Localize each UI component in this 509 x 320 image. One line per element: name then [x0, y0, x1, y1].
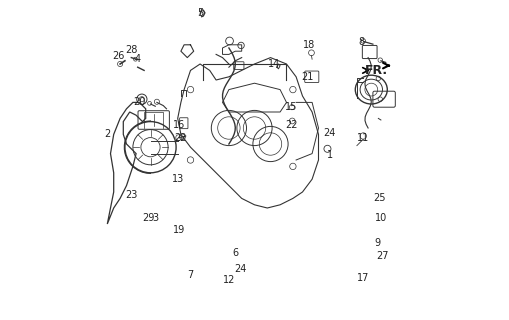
Text: 25: 25 [373, 193, 385, 204]
Text: 4: 4 [135, 54, 141, 64]
Text: 10: 10 [375, 212, 387, 223]
Text: 18: 18 [303, 40, 315, 50]
Text: 12: 12 [223, 275, 235, 285]
Text: 29: 29 [143, 212, 155, 223]
Text: 17: 17 [357, 273, 370, 284]
Text: 6: 6 [232, 248, 238, 258]
Text: 15: 15 [285, 102, 297, 112]
Text: 13: 13 [172, 174, 184, 184]
Text: 23: 23 [125, 190, 137, 200]
Text: 22: 22 [175, 132, 187, 143]
Text: 22: 22 [285, 120, 298, 130]
Text: 28: 28 [125, 44, 137, 55]
Text: 27: 27 [376, 251, 389, 261]
Text: 2: 2 [104, 129, 110, 140]
Text: 24: 24 [324, 128, 336, 138]
Text: 26: 26 [112, 51, 125, 61]
Text: 7: 7 [187, 270, 193, 280]
Text: 21: 21 [301, 72, 314, 82]
Text: 14: 14 [268, 59, 280, 69]
Text: 5: 5 [197, 8, 203, 18]
Text: FR.: FR. [364, 64, 388, 77]
Text: 1: 1 [327, 150, 333, 160]
Text: 9: 9 [375, 238, 381, 248]
Text: 8: 8 [359, 36, 365, 47]
Text: 19: 19 [173, 225, 185, 236]
Text: 11: 11 [357, 132, 370, 143]
Text: 3: 3 [152, 212, 158, 223]
Text: 16: 16 [173, 120, 185, 130]
Text: 24: 24 [234, 264, 246, 274]
Text: 20: 20 [133, 97, 146, 108]
